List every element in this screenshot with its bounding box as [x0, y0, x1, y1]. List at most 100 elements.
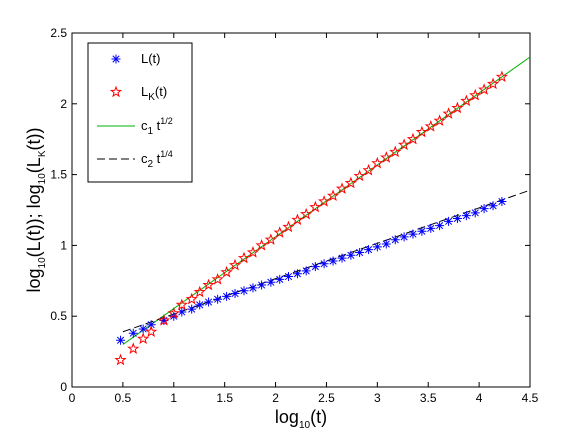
series-layer: [114, 56, 530, 366]
data-point: [248, 283, 258, 293]
series-markers-1: [114, 70, 509, 366]
data-point: [301, 266, 311, 276]
data-point: [353, 169, 366, 182]
x-tick-label: 2.5: [318, 391, 335, 405]
data-point: [283, 272, 293, 282]
data-point: [138, 324, 148, 334]
data-point: [128, 328, 138, 338]
data-point: [488, 201, 498, 211]
data-point: [167, 306, 180, 319]
ticks: [71, 32, 531, 388]
data-point: [146, 320, 156, 330]
data-point: [195, 300, 205, 310]
data-point: [337, 253, 347, 263]
data-point: [415, 125, 429, 138]
data-point: [461, 211, 471, 221]
data-point: [346, 250, 356, 260]
data-point: [116, 335, 126, 345]
data-point: [319, 259, 329, 269]
legend-label: c1 t1/2: [141, 116, 173, 137]
data-point: [300, 207, 313, 220]
data-point: [204, 297, 214, 307]
data-point: [292, 269, 302, 279]
data-point: [239, 286, 249, 296]
data-point: [145, 325, 158, 337]
data-point: [335, 182, 349, 194]
data-point: [442, 107, 455, 119]
data-point: [424, 120, 437, 132]
data-point: [452, 213, 462, 223]
x-tick-label: 2: [272, 391, 279, 405]
x-tick-label: 1.5: [216, 391, 233, 405]
data-point: [497, 197, 507, 207]
data-point: [362, 163, 375, 176]
data-point: [111, 54, 121, 64]
y-tick-label: 0: [60, 380, 67, 394]
data-point: [169, 311, 179, 321]
data-point: [372, 242, 382, 252]
data-point: [390, 235, 400, 245]
data-point: [211, 272, 224, 285]
data-point: [344, 176, 357, 189]
x-tick-label: 0.5: [115, 391, 132, 405]
data-point: [451, 101, 464, 114]
data-point: [399, 232, 409, 242]
data-point: [127, 342, 140, 354]
legend: L(t) LK(t) c1 t1/2 c2 t1/4: [87, 42, 193, 183]
data-point: [273, 226, 286, 238]
x-tick-label: 0: [69, 391, 76, 405]
legend-entry: c2 t1/4: [97, 149, 173, 170]
data-point: [275, 274, 285, 284]
data-point: [426, 223, 436, 233]
data-point: [222, 291, 232, 301]
data-point: [326, 189, 340, 202]
data-point: [177, 307, 187, 317]
data-point: [406, 132, 420, 145]
data-point: [114, 353, 127, 366]
data-point: [397, 138, 411, 151]
data-point: [246, 246, 260, 258]
data-point: [317, 195, 331, 207]
data-point: [257, 280, 267, 290]
legend-label: c2 t1/4: [141, 149, 173, 170]
data-point: [495, 70, 509, 83]
data-point: [228, 258, 242, 271]
data-point: [389, 145, 402, 158]
data-point: [282, 220, 295, 233]
data-point: [309, 200, 322, 213]
x-tick-label: 4.5: [522, 391, 539, 405]
data-point: [477, 83, 491, 95]
y-tick-label: 2: [60, 97, 67, 111]
data-point: [408, 229, 418, 239]
data-point: [381, 239, 391, 249]
data-point: [213, 294, 223, 304]
x-tick-label: 4: [476, 391, 483, 405]
data-point: [380, 151, 393, 163]
tick-labels: 0 0.5 1 1.5 2 2.5 3 3.5 4 4.5 0 0.5 1 1.5 2 2.5: [50, 26, 538, 405]
data-point: [486, 77, 500, 90]
data-point: [202, 278, 215, 291]
data-point: [310, 262, 320, 272]
data-point: [109, 85, 123, 98]
data-point: [469, 88, 482, 101]
data-point: [185, 292, 198, 305]
y-axis-label: log10(L(t)); log10(LK(t)): [24, 128, 48, 293]
x-tick-label: 1: [170, 391, 177, 405]
data-point: [264, 233, 277, 245]
data-point: [255, 238, 268, 251]
data-point: [417, 226, 427, 236]
data-point: [266, 277, 276, 287]
data-point: [237, 251, 251, 264]
legend-entry: LK(t): [109, 84, 167, 103]
data-point: [371, 156, 384, 169]
data-point: [220, 265, 233, 278]
data-point: [433, 114, 446, 126]
series-markers-0: [116, 197, 507, 345]
data-point: [187, 304, 197, 314]
data-point: [444, 216, 454, 226]
data-point: [291, 213, 304, 226]
data-point: [435, 221, 445, 231]
data-point: [159, 315, 169, 325]
legend-box: [87, 42, 193, 183]
